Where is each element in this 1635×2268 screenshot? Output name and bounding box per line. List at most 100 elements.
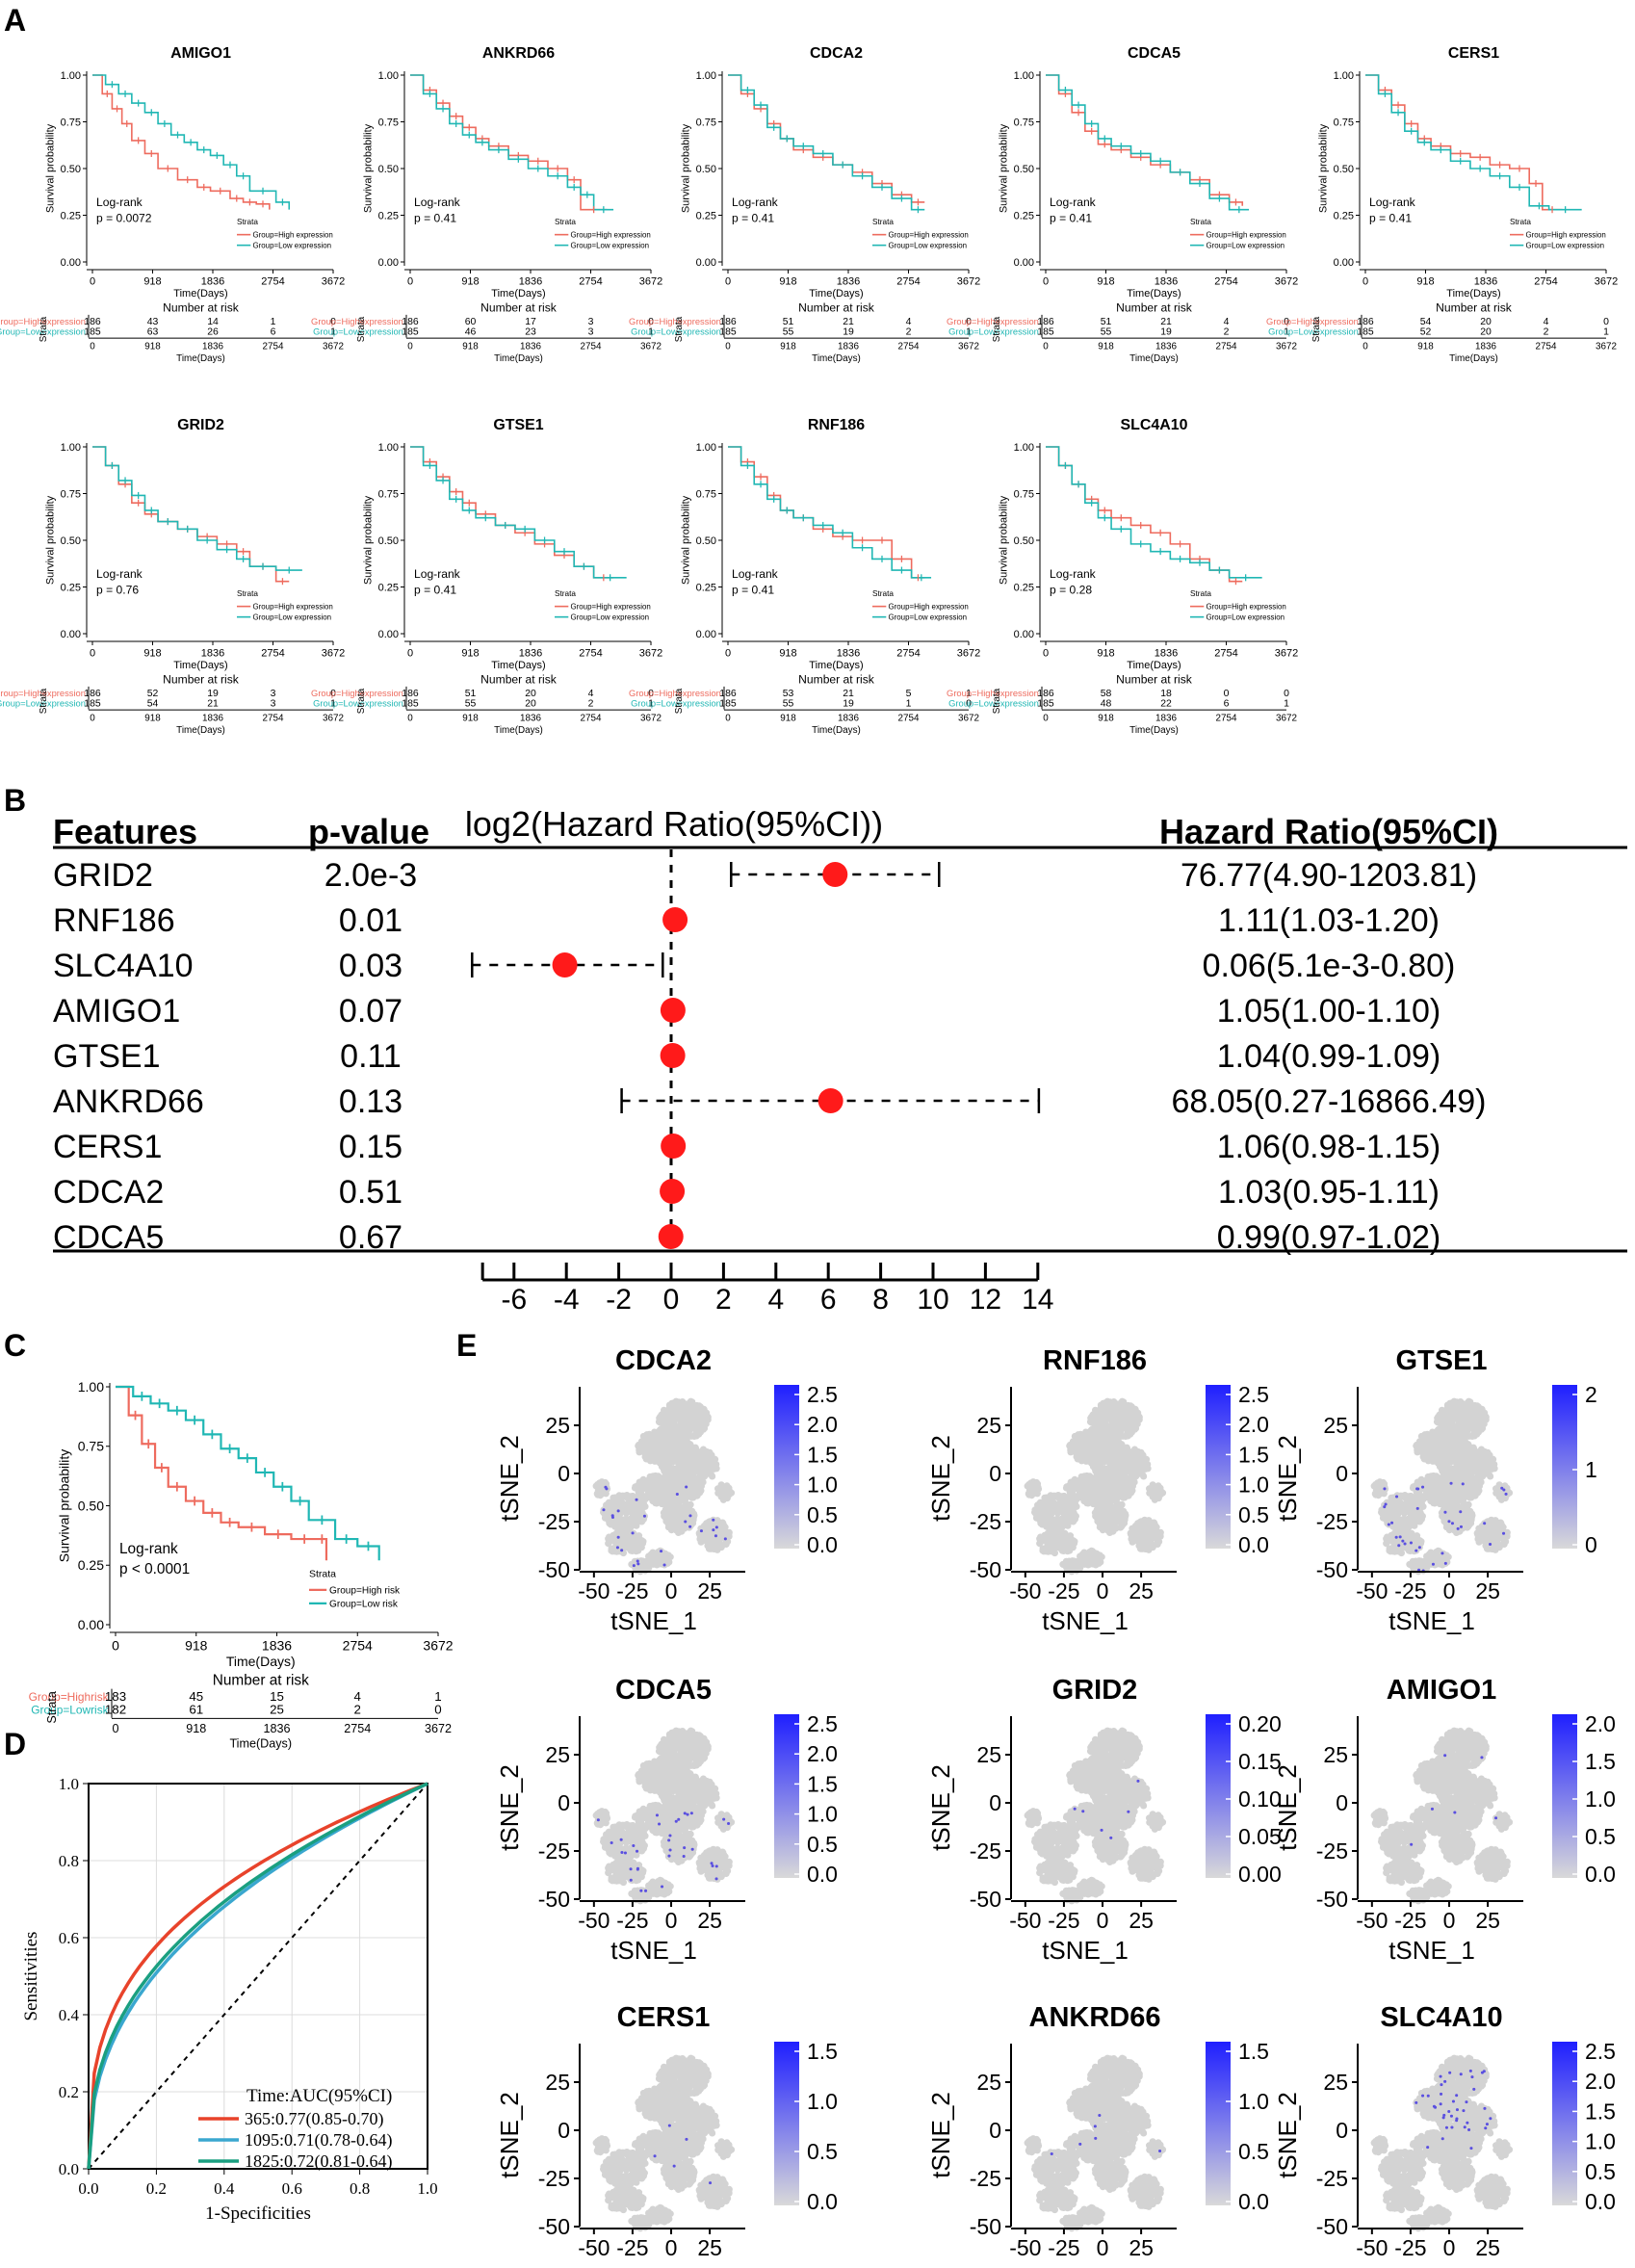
tsne-colorbar-label: 1.0 [807, 2089, 838, 2114]
km-title: CERS1 [1448, 45, 1499, 62]
risk-count-low: 1 [330, 326, 336, 337]
risk-x-tick-label: 0 [1362, 342, 1368, 352]
tsne-x-label: tSNE_1 [1042, 1936, 1129, 1965]
tsne-colorbar [1206, 1714, 1231, 1878]
tsne-x-tick-label: 0 [1443, 1578, 1456, 1603]
km-legend-high: Group=High expression [253, 230, 333, 239]
risk-label-high: Group=Highexpression [629, 317, 721, 326]
tsne-expressing-cells [1073, 1779, 1140, 1839]
km-x-tick-label: 1836 [201, 276, 224, 288]
tsne-x-tick-label: -50 [1356, 2235, 1388, 2260]
km-x-tick-label: 1836 [1474, 276, 1497, 288]
tsne-x-tick-label: 0 [1097, 1578, 1109, 1603]
km-y-tick-label: 0.50 [61, 164, 81, 175]
km-legend-low: Group=Low expression [889, 613, 968, 621]
km-curve-high [92, 74, 271, 210]
risk-count-low: 54 [147, 698, 159, 709]
forest-pvalue: 0.07 [339, 993, 402, 1030]
km-logrank-label: Log-rank [414, 196, 461, 209]
km-plot-cers1: CERS1 0.00 0.25 0.50 0.75 1.00 0 918 1836 2754 367… [1266, 45, 1618, 364]
tsne-colorbar-label: 0.5 [1238, 1502, 1269, 1527]
risk-count-high: 21 [1160, 317, 1172, 327]
forest-header-pvalue: p-value [308, 812, 429, 851]
tsne-x-tick-label: -25 [616, 1908, 648, 1933]
km-x-label: Time(Days) [226, 1654, 296, 1669]
risk-label-low: Group=Lowexpression [631, 326, 721, 336]
km-plot-slc4a10: SLC4A10 0.00 0.25 0.50 0.75 1.00 0 918 1836 2754 3… [947, 417, 1298, 736]
km-y-label: Survival probability [680, 123, 691, 213]
risk-count-low: 185 [719, 698, 737, 709]
risk-count-high: 4 [1544, 317, 1549, 327]
tsne-y-tick-label: -50 [1316, 1887, 1348, 1912]
risk-x-label: Time(Days) [229, 1737, 292, 1751]
tsne-y-tick-label: 0 [989, 2118, 1001, 2143]
risk-count-high: 0 [966, 317, 972, 327]
km-x-tick-label: 3672 [1275, 276, 1298, 288]
tsne-y-tick-label: 25 [976, 1742, 1001, 1767]
tsne-colorbar-label: 2.0 [1585, 1711, 1616, 1736]
km-legend-low: Group=Low expression [1207, 241, 1285, 249]
roc-frame [88, 1783, 428, 2170]
km-legend-high: Group=High expression [253, 602, 333, 611]
km-legend-high: Group=High expression [1207, 230, 1286, 239]
risk-strata-label: Strata [674, 316, 685, 342]
tsne-cells [592, 1397, 736, 1576]
risk-x-tick-label: 1836 [202, 342, 223, 352]
roc-y-tick-label: 0.6 [59, 1929, 79, 1947]
tsne-cells [1024, 2054, 1167, 2232]
km-curve-low [1046, 446, 1262, 579]
risk-x-tick-label: 1836 [520, 714, 541, 724]
tsne-x-tick-label: -50 [1009, 1908, 1041, 1933]
forest-header-features: Features [53, 812, 197, 851]
risk-count-high: 43 [147, 317, 159, 327]
tsne-colorbar-label: 0.20 [1238, 1711, 1282, 1736]
risk-label-high: Group=Highexpression [311, 689, 403, 698]
forest-x-tick-label: -4 [554, 1284, 580, 1316]
risk-count-high: 4 [588, 689, 594, 699]
km-x-tick-label: 3672 [1275, 648, 1298, 660]
risk-count-low: 185 [719, 326, 737, 337]
km-pvalue: p = 0.28 [1050, 583, 1092, 596]
km-x-tick-label: 918 [461, 276, 479, 288]
km-legend-low: Group=Low expression [889, 241, 968, 249]
tsne-x-tick-label: 25 [697, 1908, 722, 1933]
risk-x-label: Time(Days) [812, 353, 861, 364]
risk-x-tick-label: 2754 [898, 342, 920, 352]
roc-legend-entry: 1825:0.72(0.81-0.64) [245, 2151, 392, 2172]
risk-count-low: 20 [525, 698, 536, 709]
tsne-colorbar-label: 0 [1585, 1532, 1597, 1557]
tsne-colorbar-label: 1.5 [1238, 2039, 1269, 2064]
tsne-colorbar-label: 1.5 [1585, 2099, 1616, 2124]
tsne-y-tick-label: -25 [970, 2166, 1001, 2191]
tsne-colorbar [1552, 1714, 1577, 1878]
tsne-x-tick-label: -50 [578, 1578, 610, 1603]
km-curve-low [728, 446, 932, 579]
tsne-x-tick-label: 25 [697, 1578, 722, 1603]
km-legend-high: Group=High expression [889, 230, 969, 239]
km-legend-title: Strata [555, 218, 576, 226]
km-legend-title: Strata [1190, 589, 1211, 598]
km-x-tick-label: 2754 [1534, 276, 1557, 288]
risk-x-label: Time(Days) [1129, 353, 1179, 364]
panel-label-a: A [4, 3, 26, 38]
km-pvalue: p = 0.41 [732, 583, 774, 596]
risk-label-low: Group=Lowexpression [631, 698, 721, 708]
km-curve-high [1046, 74, 1244, 206]
km-legend-high: Group=High expression [571, 230, 651, 239]
km-legend-low: Group=Low expression [571, 613, 650, 621]
km-y-tick-label: 0.50 [78, 1498, 104, 1513]
tsne-y-tick-label: 0 [558, 1790, 570, 1815]
tsne-cells [592, 2054, 736, 2232]
risk-x-label: Time(Days) [1449, 353, 1498, 364]
tsne-colorbar-label: 0.05 [1238, 1824, 1282, 1849]
tsne-y-label: tSNE_2 [926, 2092, 955, 2178]
forest-hr-text: 1.06(0.98-1.15) [1217, 1129, 1441, 1165]
tsne-x-tick-label: -25 [1394, 2235, 1426, 2260]
km-logrank-label: Log-rank [732, 567, 779, 581]
forest-point [818, 1088, 843, 1113]
tsne-x-tick-label: 0 [665, 1578, 678, 1603]
km-legend-title: Strata [309, 1569, 336, 1580]
forest-hr-text: 0.99(0.97-1.02) [1217, 1219, 1441, 1256]
tsne-y-tick-label: -25 [1316, 2166, 1348, 2191]
